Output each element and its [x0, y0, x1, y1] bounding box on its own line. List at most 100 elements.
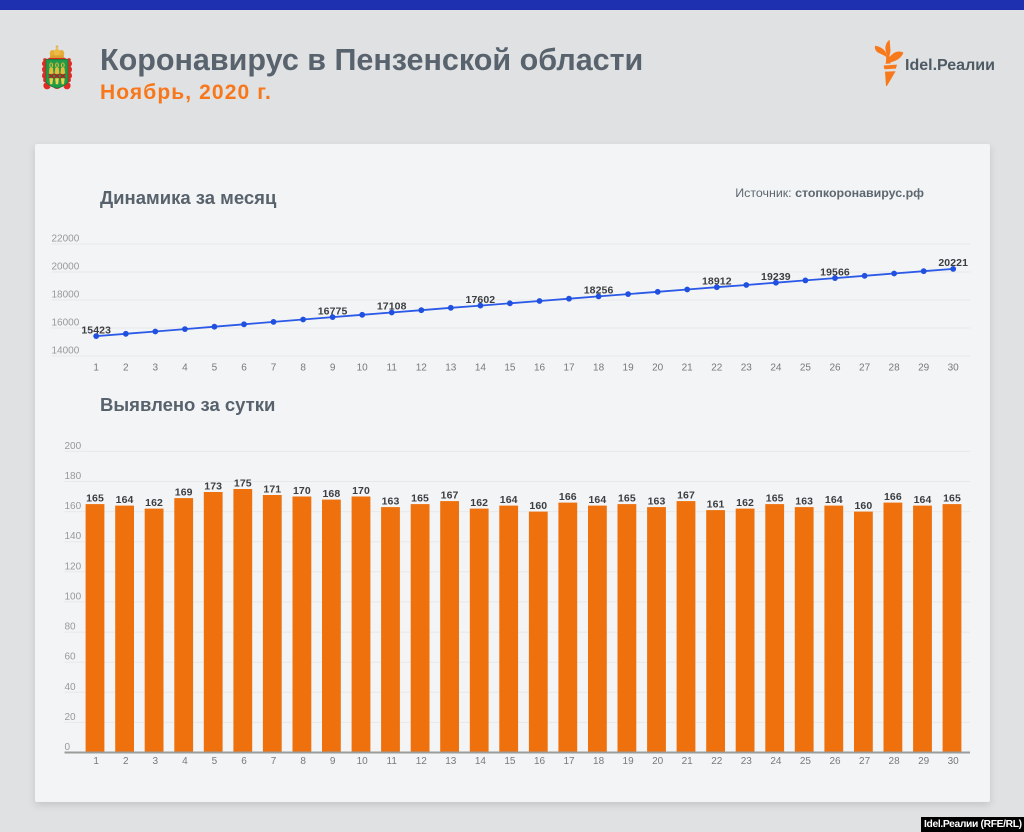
svg-text:23: 23 [741, 363, 753, 374]
svg-text:163: 163 [795, 496, 813, 508]
svg-text:11: 11 [387, 756, 398, 767]
svg-text:17: 17 [563, 363, 575, 374]
svg-text:162: 162 [736, 497, 754, 509]
svg-text:167: 167 [677, 490, 695, 502]
svg-text:2: 2 [123, 363, 129, 374]
svg-text:21: 21 [682, 363, 694, 374]
svg-text:160: 160 [65, 501, 82, 512]
svg-text:16775: 16775 [318, 305, 348, 317]
svg-text:20: 20 [652, 363, 664, 374]
svg-text:17: 17 [563, 756, 575, 767]
svg-text:6: 6 [241, 363, 247, 374]
svg-text:13: 13 [445, 363, 457, 374]
svg-text:29: 29 [918, 363, 930, 374]
svg-text:180: 180 [65, 471, 82, 482]
svg-text:18912: 18912 [702, 275, 732, 287]
svg-text:4: 4 [182, 363, 188, 374]
svg-text:164: 164 [588, 494, 606, 506]
svg-text:165: 165 [411, 493, 429, 505]
svg-text:17108: 17108 [377, 301, 407, 313]
svg-text:8: 8 [300, 363, 306, 374]
svg-text:15423: 15423 [81, 324, 111, 336]
svg-text:163: 163 [382, 496, 400, 508]
svg-text:167: 167 [441, 490, 459, 502]
svg-text:19239: 19239 [761, 271, 791, 283]
svg-text:28: 28 [889, 363, 901, 374]
svg-text:15: 15 [504, 363, 516, 374]
svg-text:9: 9 [330, 363, 336, 374]
svg-text:18000: 18000 [52, 290, 80, 301]
svg-text:18: 18 [593, 363, 605, 374]
svg-text:10: 10 [357, 363, 369, 374]
svg-text:80: 80 [65, 622, 77, 633]
svg-text:3: 3 [153, 363, 159, 374]
svg-text:14000: 14000 [52, 346, 80, 357]
svg-text:25: 25 [800, 756, 812, 767]
svg-text:164: 164 [500, 494, 518, 506]
svg-text:19: 19 [623, 363, 635, 374]
svg-text:27: 27 [859, 363, 871, 374]
svg-text:140: 140 [65, 531, 82, 542]
svg-text:5: 5 [212, 363, 218, 374]
svg-text:30: 30 [948, 363, 960, 374]
svg-text:18256: 18256 [584, 285, 614, 297]
svg-text:169: 169 [175, 487, 193, 499]
svg-text:161: 161 [707, 499, 725, 511]
svg-text:175: 175 [234, 477, 252, 489]
svg-text:166: 166 [884, 491, 902, 503]
svg-text:4: 4 [182, 756, 188, 767]
svg-text:25: 25 [800, 363, 812, 374]
svg-text:164: 164 [116, 494, 134, 506]
svg-text:2: 2 [123, 756, 129, 767]
svg-text:22: 22 [711, 363, 723, 374]
svg-text:22: 22 [711, 756, 723, 767]
svg-text:165: 165 [618, 493, 636, 505]
svg-text:171: 171 [263, 483, 281, 495]
svg-text:10: 10 [357, 756, 369, 767]
svg-text:163: 163 [648, 496, 666, 508]
svg-text:173: 173 [204, 480, 222, 492]
svg-text:1: 1 [93, 756, 99, 767]
svg-text:0: 0 [65, 742, 71, 753]
svg-text:14: 14 [475, 756, 487, 767]
svg-text:5: 5 [212, 756, 218, 767]
svg-text:7: 7 [271, 756, 277, 767]
svg-text:7: 7 [271, 363, 277, 374]
svg-text:164: 164 [914, 494, 932, 506]
svg-text:6: 6 [241, 756, 247, 767]
svg-text:40: 40 [65, 682, 77, 693]
svg-text:26: 26 [829, 756, 841, 767]
svg-text:160: 160 [854, 500, 872, 512]
svg-text:24: 24 [770, 756, 782, 767]
svg-text:23: 23 [741, 756, 753, 767]
svg-text:15: 15 [504, 756, 516, 767]
svg-text:21: 21 [682, 756, 694, 767]
svg-text:12: 12 [416, 363, 428, 374]
svg-text:3: 3 [153, 756, 159, 767]
svg-text:170: 170 [293, 485, 311, 497]
svg-text:20000: 20000 [52, 262, 80, 273]
svg-text:16: 16 [534, 756, 546, 767]
svg-text:19: 19 [623, 756, 635, 767]
svg-text:26: 26 [829, 363, 841, 374]
svg-text:165: 165 [943, 493, 961, 505]
svg-text:20: 20 [652, 756, 664, 767]
svg-text:12: 12 [416, 756, 428, 767]
svg-text:100: 100 [65, 591, 82, 602]
svg-text:13: 13 [445, 756, 457, 767]
svg-text:20: 20 [65, 712, 77, 723]
svg-text:165: 165 [766, 493, 784, 505]
svg-text:18: 18 [593, 756, 605, 767]
svg-text:8: 8 [300, 756, 306, 767]
svg-text:165: 165 [86, 493, 104, 505]
svg-text:11: 11 [387, 363, 398, 374]
svg-text:1: 1 [93, 363, 99, 374]
svg-text:24: 24 [770, 363, 782, 374]
svg-text:60: 60 [65, 652, 77, 663]
svg-text:200: 200 [65, 441, 82, 452]
svg-text:29: 29 [918, 756, 930, 767]
svg-text:16000: 16000 [52, 318, 80, 329]
svg-text:28: 28 [889, 756, 901, 767]
svg-text:162: 162 [470, 497, 488, 509]
svg-text:16: 16 [534, 363, 546, 374]
